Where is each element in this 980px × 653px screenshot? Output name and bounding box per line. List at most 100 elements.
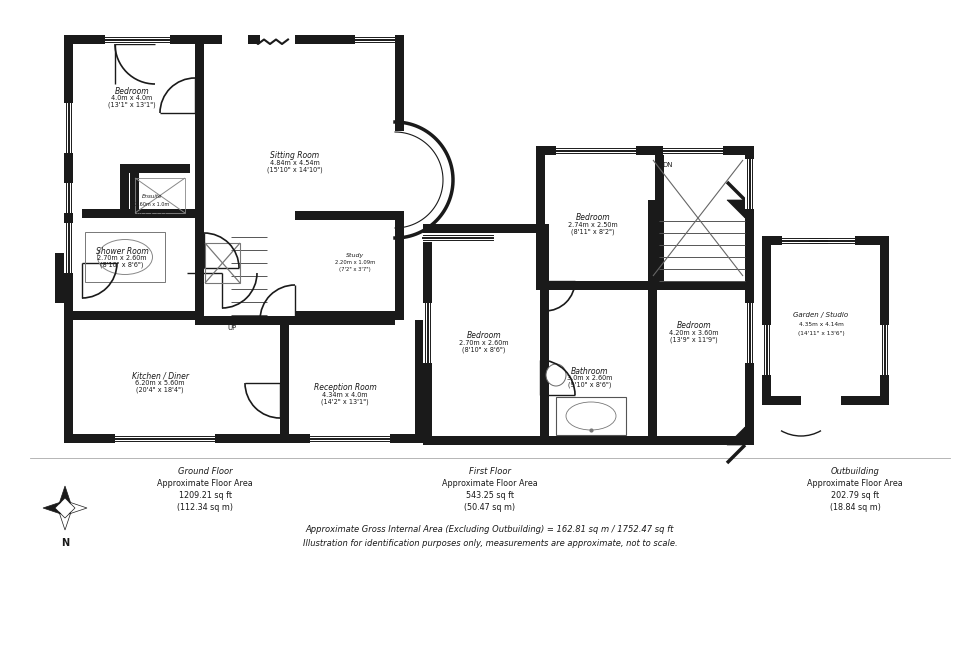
Bar xyxy=(556,397,626,435)
Text: First Floor: First Floor xyxy=(469,467,511,476)
Bar xyxy=(195,35,204,325)
Bar xyxy=(64,103,73,153)
Bar xyxy=(745,200,754,445)
Bar xyxy=(300,35,312,44)
Text: (8'3" x 3'3"): (8'3" x 3'3") xyxy=(137,210,167,215)
Bar xyxy=(536,436,648,445)
Text: Shower Room: Shower Room xyxy=(96,246,148,255)
Ellipse shape xyxy=(546,364,566,386)
Bar xyxy=(745,159,754,209)
Text: Kitchen / Diner: Kitchen / Diner xyxy=(131,372,188,381)
Polygon shape xyxy=(73,35,195,175)
Bar xyxy=(648,288,657,445)
Text: Bedroom: Bedroom xyxy=(575,214,611,223)
Bar xyxy=(536,281,655,290)
Polygon shape xyxy=(43,502,61,514)
Text: 2.70m x 2.60m: 2.70m x 2.60m xyxy=(97,255,147,261)
Polygon shape xyxy=(73,290,195,320)
Bar xyxy=(745,303,754,363)
Bar xyxy=(423,224,432,445)
Bar xyxy=(295,211,404,220)
Text: (15'10" x 14'10"): (15'10" x 14'10") xyxy=(268,167,322,173)
Text: Bedroom: Bedroom xyxy=(466,332,502,340)
Bar xyxy=(880,236,889,405)
Polygon shape xyxy=(648,155,745,290)
Bar xyxy=(782,236,827,245)
Text: 4.34m x 4.0m: 4.34m x 4.0m xyxy=(322,392,368,398)
Text: Outbuilding: Outbuilding xyxy=(831,467,879,476)
Bar xyxy=(536,146,545,290)
Bar xyxy=(64,311,195,320)
Bar xyxy=(801,396,841,405)
Text: 2.70m x 2.60m: 2.70m x 2.60m xyxy=(460,340,509,346)
Text: (18.84 sq m): (18.84 sq m) xyxy=(829,503,880,512)
Text: 202.79 sq ft: 202.79 sq ft xyxy=(831,491,879,500)
Text: Approximate Floor Area: Approximate Floor Area xyxy=(442,479,538,488)
Text: 2.20m x 1.09m: 2.20m x 1.09m xyxy=(335,259,375,264)
Text: (8'11" x 8'2"): (8'11" x 8'2") xyxy=(571,229,614,235)
Text: 543.25 sq ft: 543.25 sq ft xyxy=(466,491,514,500)
Text: Approximate Floor Area: Approximate Floor Area xyxy=(157,479,253,488)
Text: Bedroom: Bedroom xyxy=(115,86,149,95)
Polygon shape xyxy=(59,486,71,504)
Text: 3.0m x 2.60m: 3.0m x 2.60m xyxy=(567,375,612,381)
Text: 4.20m x 3.60m: 4.20m x 3.60m xyxy=(669,330,718,336)
Polygon shape xyxy=(727,200,745,218)
Bar xyxy=(64,434,289,443)
Bar xyxy=(415,320,424,443)
Text: Study: Study xyxy=(346,253,365,257)
Polygon shape xyxy=(432,233,540,445)
Bar xyxy=(423,436,540,445)
Polygon shape xyxy=(222,320,267,325)
Bar xyxy=(395,35,404,131)
Text: 2.60m x 1.0m: 2.60m x 1.0m xyxy=(135,202,170,208)
Bar xyxy=(663,146,723,155)
Text: (112.34 sq m): (112.34 sq m) xyxy=(177,503,233,512)
Bar xyxy=(395,229,404,320)
Bar xyxy=(135,178,185,213)
Bar xyxy=(395,220,404,320)
Bar xyxy=(82,209,195,218)
Bar xyxy=(222,316,267,325)
Bar xyxy=(295,35,395,44)
Bar xyxy=(556,146,636,155)
Bar xyxy=(105,35,170,44)
Bar xyxy=(267,320,276,325)
Polygon shape xyxy=(59,512,71,530)
Polygon shape xyxy=(727,427,745,445)
Bar xyxy=(423,233,493,242)
Bar xyxy=(248,35,260,44)
Bar xyxy=(222,320,231,325)
Text: Bathroom: Bathroom xyxy=(571,366,609,375)
Text: (14'11" x 13'6"): (14'11" x 13'6") xyxy=(798,332,845,336)
Text: Reception Room: Reception Room xyxy=(314,383,376,392)
Bar xyxy=(648,146,754,155)
Bar xyxy=(295,311,404,320)
Bar xyxy=(648,436,754,445)
Polygon shape xyxy=(536,288,648,445)
Bar xyxy=(195,35,204,325)
Text: 4.0m x 4.0m: 4.0m x 4.0m xyxy=(112,95,153,101)
Polygon shape xyxy=(69,502,87,514)
Text: (9'10" x 8'6"): (9'10" x 8'6") xyxy=(568,382,612,389)
Bar xyxy=(130,166,139,218)
Text: Illustration for identification purposes only, measurements are approximate, not: Illustration for identification purposes… xyxy=(303,539,677,548)
Text: Approximate Floor Area: Approximate Floor Area xyxy=(808,479,903,488)
Text: Ensuite: Ensuite xyxy=(142,193,162,199)
Bar xyxy=(648,251,657,281)
Text: Garden / Studio: Garden / Studio xyxy=(794,312,849,318)
Bar xyxy=(55,253,64,303)
Bar xyxy=(745,146,754,290)
Bar xyxy=(762,236,771,405)
Bar xyxy=(120,164,190,173)
Bar xyxy=(762,236,880,245)
Polygon shape xyxy=(73,175,195,290)
Bar xyxy=(648,281,754,290)
Text: (20'4" x 18'4"): (20'4" x 18'4") xyxy=(136,387,184,393)
Bar xyxy=(64,35,73,443)
Polygon shape xyxy=(727,427,745,445)
Bar xyxy=(64,183,73,213)
Bar xyxy=(762,325,771,375)
Polygon shape xyxy=(195,35,395,325)
Text: 4.84m x 4.54m: 4.84m x 4.54m xyxy=(270,160,319,166)
